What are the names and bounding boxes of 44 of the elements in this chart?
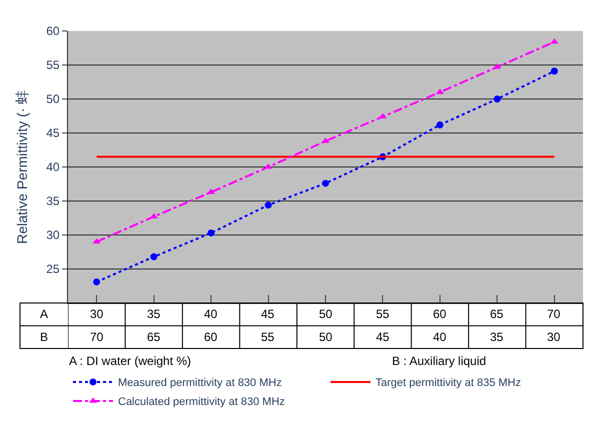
- point: [93, 278, 100, 286]
- point: [494, 96, 501, 102]
- point: [550, 38, 558, 44]
- x-tick-label: 40: [204, 307, 218, 321]
- legend-label: Target permittivity at 835 MHz: [376, 377, 521, 390]
- legend-label: Measured permittivity at 830 MHz: [118, 377, 282, 390]
- point: [550, 68, 558, 75]
- point: [264, 202, 272, 209]
- x-tick-label: 35: [147, 307, 161, 321]
- point: [322, 180, 329, 187]
- text: 70: [90, 330, 104, 344]
- point: [92, 238, 101, 244]
- text: 40: [433, 330, 447, 344]
- y-tick-label: 35: [46, 194, 60, 208]
- point: [150, 253, 158, 260]
- x-tick-label: 60: [433, 307, 447, 321]
- text: B: [40, 330, 48, 344]
- x-tick-label: 70: [547, 307, 561, 321]
- text: 50: [319, 330, 333, 344]
- text: 35: [490, 330, 504, 344]
- text: A : DI water (weight %): [69, 354, 192, 368]
- y-tick-label: 60: [46, 24, 60, 38]
- legend-label: Calculated permittivity at 830 MHz: [118, 396, 285, 408]
- text: A: [40, 307, 48, 321]
- y-tick-label: 50: [46, 92, 60, 106]
- point: [436, 121, 444, 128]
- point: [208, 229, 215, 236]
- y-axis-title: Relative Permittivity (· 蚌: [14, 90, 30, 244]
- text: 30: [547, 330, 561, 344]
- x-tick-label: 45: [261, 307, 275, 321]
- text: 65: [147, 330, 161, 344]
- text: B : Auxiliary liquid: [392, 354, 486, 368]
- y-tick-label: 30: [46, 228, 60, 242]
- x-tick-label: 55: [376, 307, 390, 321]
- text: 60: [204, 330, 218, 344]
- y-tick-label: 40: [46, 160, 60, 174]
- text: 45: [376, 330, 390, 344]
- x-tick-label: 30: [90, 307, 104, 321]
- y-tick-label: 25: [46, 262, 60, 276]
- x-tick-label: 50: [319, 307, 333, 321]
- text: 55: [261, 330, 275, 344]
- y-tick-label: 45: [46, 126, 60, 140]
- y-tick-label: 55: [46, 58, 60, 72]
- x-tick-label: 65: [490, 307, 504, 321]
